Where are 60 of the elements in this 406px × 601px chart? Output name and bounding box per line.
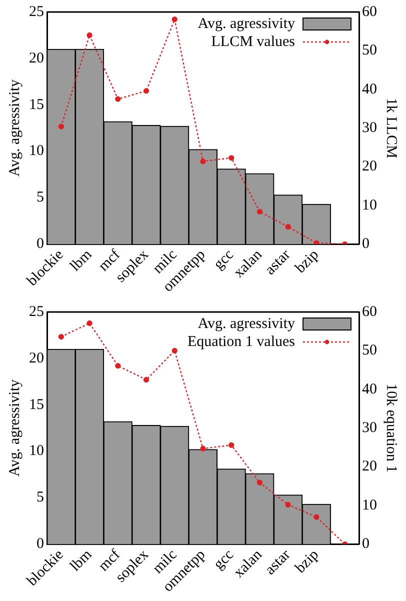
point [86,320,92,326]
point [256,208,263,214]
y2-tick-label: 0 [362,236,370,252]
legend-label: Avg. agressivity [198,316,296,332]
x-tick-label: lbm [67,246,96,275]
y-tick-label: 20 [29,350,44,366]
y-axis-title: Avg. agressivity [6,378,23,477]
point [58,334,64,340]
y2-tick-label: 40 [362,381,377,398]
point [115,96,121,102]
y2-tick-label: 30 [362,420,377,436]
y2-axis-title: 1k LLCM [383,98,400,158]
y-tick-label: 25 [29,4,44,20]
y-axis-title: Avg. agressivity [6,78,23,177]
point [285,502,291,508]
y-tick-label: 5 [36,190,44,206]
point [115,362,121,369]
point [200,446,206,452]
x-tick-label: bzip [292,546,322,576]
y2-tick-label: 60 [362,304,377,320]
point [58,124,64,130]
point [172,16,178,22]
y-tick-label: 10 [29,443,44,460]
y-tick-label: 0 [36,236,44,252]
y2-tick-label: 60 [362,4,377,20]
y-tick-label: 15 [29,396,44,413]
y2-tick-label: 50 [362,342,377,359]
x-tick-label: astar [262,546,294,578]
y-tick-label: 0 [36,536,44,552]
x-tick-label: astar [262,246,294,278]
point [172,348,178,354]
point [314,240,320,244]
point [86,32,92,38]
y-tick-label: 10 [29,143,44,160]
y2-tick-label: 20 [362,158,377,175]
y2-tick-label: 0 [362,536,370,552]
point [285,224,291,230]
y-tick-label: 25 [29,304,44,320]
point [314,514,320,520]
point [228,442,234,448]
y2-tick-label: 30 [362,120,377,136]
y-tick-label: 15 [29,96,44,113]
y-tick-label: 5 [36,490,44,506]
point [143,88,150,94]
point [256,480,263,486]
y2-tick-label: 10 [362,497,377,514]
y2-tick-label: 40 [362,81,377,98]
legend-label: Equation 1 values [188,334,296,350]
y-tick-label: 20 [29,50,44,66]
point [143,376,150,383]
point [228,155,234,161]
y2-axis-title: 10k equation 1 [383,384,400,473]
legend-label: Avg. agressivity [198,16,296,32]
x-tick-label: bzip [292,246,322,276]
legend-label: LLCM values [211,34,296,50]
y2-tick-label: 20 [362,458,377,475]
y2-tick-label: 10 [362,197,377,214]
x-tick-label: lbm [67,546,96,575]
point [200,158,206,164]
y2-tick-label: 50 [362,42,377,59]
